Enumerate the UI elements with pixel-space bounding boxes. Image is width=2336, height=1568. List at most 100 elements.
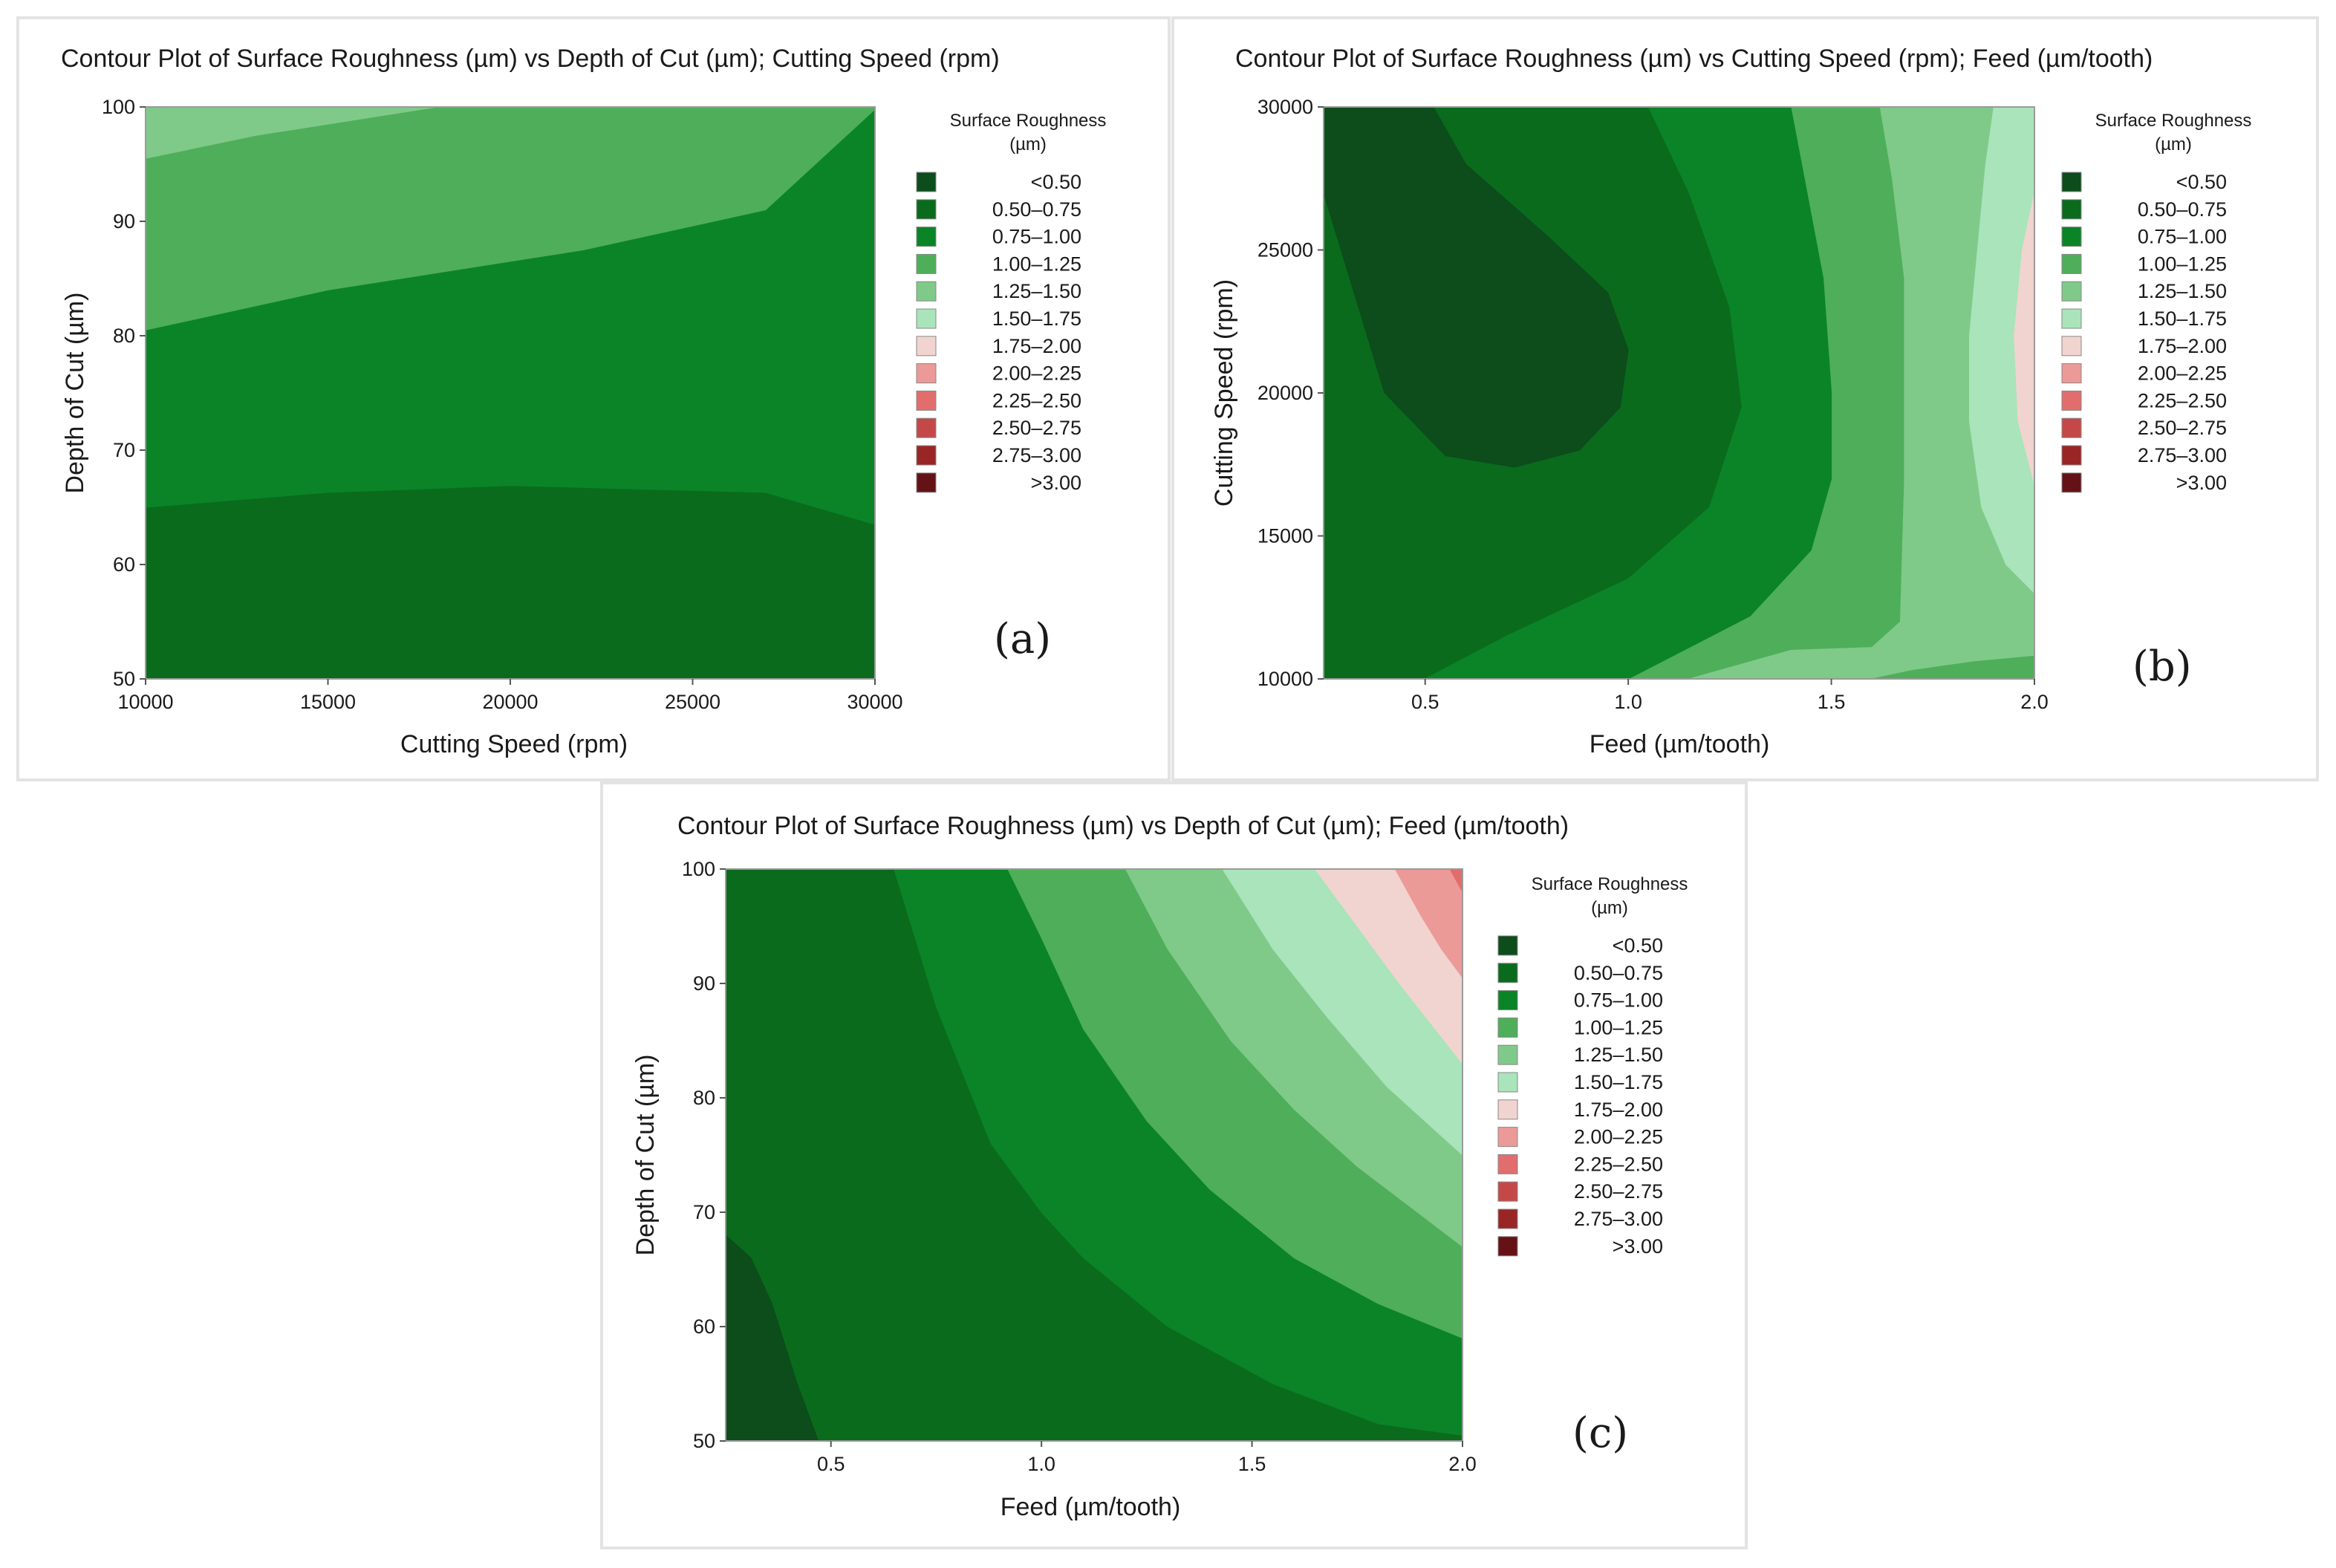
legend-swatch — [1497, 990, 1518, 1011]
contour-region-8 — [1449, 869, 1463, 893]
legend-label: <0.50 — [2176, 171, 2227, 193]
plot-area: 10000 15000 20000 25000 30000 50 60 70 80 90 100 — [102, 96, 903, 713]
plot-frame — [725, 868, 1463, 1442]
legend-swatch — [2061, 281, 2082, 302]
legend-label: 1.75–2.00 — [2138, 335, 2227, 357]
legend-label: 0.50–0.75 — [2138, 198, 2227, 221]
panel-label: (b) — [2132, 643, 2192, 691]
legend-swatch — [1497, 1072, 1518, 1093]
panel-label: (c) — [1572, 1409, 1628, 1457]
legend-label: 1.75–2.00 — [992, 335, 1081, 357]
legend-swatch — [2061, 445, 2082, 466]
x-tick-label: 2.0 — [2020, 691, 2049, 713]
legend-swatch — [916, 390, 937, 411]
legend-label: 1.50–1.75 — [1574, 1071, 1663, 1093]
x-tick-label: 0.5 — [817, 1453, 845, 1475]
chart-c-svg: Contour Plot of Surface Roughness (µm) v… — [631, 812, 1688, 1521]
y-tick-label: 50 — [693, 1430, 715, 1452]
legend-swatch — [2061, 390, 2082, 411]
legend-label: 0.75–1.00 — [992, 226, 1081, 248]
y-axis-label: Depth of Cut (µm) — [631, 1055, 660, 1256]
legend-label: 2.00–2.25 — [992, 362, 1081, 385]
legend-label: 1.25–1.50 — [1574, 1044, 1663, 1066]
x-axis-label: Feed (µm/tooth) — [1590, 730, 1770, 758]
y-tick-label: 30000 — [1258, 96, 1313, 118]
legend-swatch — [1497, 1044, 1518, 1065]
legend-title-unit: (µm) — [1591, 898, 1628, 918]
legend-swatch — [1497, 1154, 1518, 1174]
legend-label: 2.25–2.50 — [992, 389, 1081, 411]
y-tick-label: 100 — [102, 96, 135, 118]
y-tick-label: 15000 — [1258, 525, 1313, 547]
y-tick-label: 100 — [682, 858, 715, 880]
legend-label: 2.75–3.00 — [2138, 444, 2227, 466]
legend-label: 1.00–1.25 — [1574, 1016, 1663, 1038]
chart-panel-b: Contour Plot of Surface Roughness (µm) v… — [1171, 16, 2319, 781]
x-tick-label: 25000 — [665, 691, 720, 713]
legend-label: 2.00–2.25 — [1574, 1126, 1663, 1148]
x-tick-label: 1.5 — [1818, 691, 1846, 713]
legend-label: 2.75–3.00 — [992, 444, 1081, 466]
chart-title: Contour Plot of Surface Roughness (µm) v… — [1235, 45, 2153, 73]
chart-panel-a: Contour Plot of Surface Roughness (µm) v… — [16, 16, 1171, 781]
y-axis-label: Cutting Speed (rpm) — [1210, 279, 1238, 507]
legend-title: Surface Roughness — [1532, 874, 1688, 894]
legend-label: 1.50–1.75 — [992, 308, 1081, 330]
legend-title: Surface Roughness — [2095, 111, 2252, 131]
legend-swatch — [2061, 253, 2082, 274]
legend-swatch — [916, 308, 937, 329]
legend-swatch — [1497, 1181, 1518, 1202]
x-tick-label: 0.5 — [1411, 691, 1439, 713]
chart-title: Contour Plot of Surface Roughness (µm) v… — [677, 812, 1569, 840]
legend-swatch — [1497, 1017, 1518, 1038]
legend-swatch — [2061, 308, 2082, 329]
legend-label: 2.50–2.75 — [1574, 1180, 1663, 1203]
x-tick-label: 1.5 — [1238, 1453, 1266, 1475]
legend-swatch — [2061, 227, 2082, 247]
y-tick-label: 90 — [693, 972, 715, 995]
legend-label: 0.50–0.75 — [992, 198, 1081, 221]
plot-area: 0.5 1.0 1.5 2.0 50 60 70 80 90 100 — [682, 858, 1477, 1475]
y-tick-label: 80 — [113, 325, 135, 347]
legend-label: 2.00–2.25 — [2138, 362, 2227, 385]
legend-title: Surface Roughness — [950, 111, 1107, 131]
x-axis-label: Cutting Speed (rpm) — [400, 730, 628, 758]
contour-region-5 — [1872, 655, 2034, 679]
legend-label: 0.75–1.00 — [2138, 226, 2227, 248]
legend-label: 1.25–1.50 — [992, 280, 1081, 302]
legend-label: 1.00–1.25 — [992, 253, 1081, 275]
legend-swatch — [2061, 472, 2082, 493]
legend-label: <0.50 — [1613, 934, 1663, 957]
legend-label: 2.25–2.50 — [2138, 389, 2227, 411]
x-tick-label: 30000 — [847, 691, 902, 713]
x-tick-label: 2.0 — [1448, 1453, 1477, 1475]
legend-swatch — [916, 363, 937, 384]
legend-label: 1.00–1.25 — [2138, 253, 2227, 275]
contour-region-7 — [2014, 192, 2034, 485]
legend-swatch — [2061, 417, 2082, 438]
panel-label: (a) — [994, 615, 1051, 663]
contour-region-0 — [146, 485, 875, 679]
legend: Surface Roughness (µm) <0.50 0.50–0.75 0.75–… — [1497, 874, 1688, 1258]
legend-label: <0.50 — [1031, 171, 1081, 193]
x-tick-label: 1.0 — [1614, 691, 1642, 713]
y-tick-label: 90 — [113, 210, 135, 232]
legend: Surface Roughness (µm) <0.50 0.50–0.75 0.75–… — [916, 111, 1107, 494]
contour-region-1 — [726, 1234, 819, 1441]
legend-swatch — [2061, 199, 2082, 220]
legend-label: >3.00 — [1031, 472, 1081, 494]
legend-label: 0.75–1.00 — [1574, 989, 1663, 1012]
legend-label: 2.25–2.50 — [1574, 1153, 1663, 1175]
legend-swatch — [2061, 336, 2082, 357]
legend-swatch — [916, 472, 937, 493]
legend-swatch — [916, 445, 937, 466]
legend-label: 2.50–2.75 — [992, 417, 1081, 439]
legend-swatch — [1497, 935, 1518, 956]
legend-swatch — [916, 336, 937, 357]
x-tick-label: 10000 — [117, 691, 173, 713]
x-tick-label: 20000 — [482, 691, 538, 713]
contour-region-3 — [146, 107, 437, 159]
chart-title: Contour Plot of Surface Roughness (µm) v… — [61, 45, 1000, 73]
y-tick-label: 60 — [693, 1315, 715, 1338]
legend-label: 1.50–1.75 — [2138, 308, 2227, 330]
